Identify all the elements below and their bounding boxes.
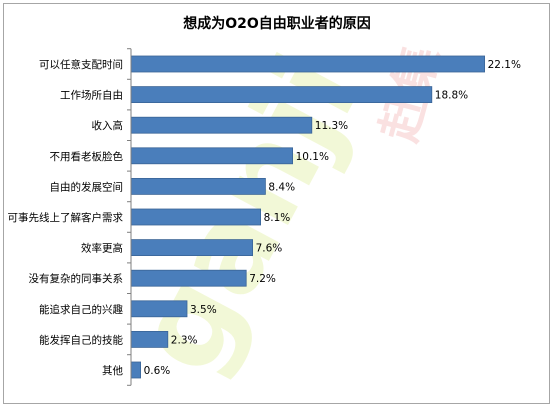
category-label: 能追求自己的兴趣 — [39, 303, 123, 316]
data-label: 0.6% — [144, 365, 171, 377]
bar — [130, 177, 266, 195]
data-label: 22.1% — [488, 59, 521, 71]
plot-area: 可以任意支配时间 22.1% 工作场所自由 18.8% 收入高 11.3% 不用看老板脸色 1… — [8, 48, 521, 386]
data-label: 7.6% — [256, 243, 283, 255]
data-label: 3.5% — [190, 304, 217, 316]
category-label: 效率更高 — [81, 242, 123, 255]
bar — [130, 300, 188, 318]
data-label: 7.2% — [249, 273, 276, 285]
bar — [130, 361, 142, 379]
bar — [130, 269, 247, 287]
category-label: 没有复杂的同事关系 — [29, 272, 124, 285]
bar — [130, 208, 262, 226]
data-label: 8.1% — [264, 212, 291, 224]
data-label: 18.8% — [435, 90, 468, 102]
category-label: 其他 — [102, 364, 123, 377]
category-label: 工作场所自由 — [60, 89, 123, 102]
category-label: 能发挥自己的技能 — [39, 333, 123, 346]
data-label: 2.3% — [171, 334, 198, 346]
bar — [130, 330, 169, 348]
category-label: 收入高 — [92, 119, 124, 132]
data-label: 10.1% — [296, 151, 329, 163]
bar — [130, 86, 433, 103]
category-label: 自由的发展空间 — [50, 180, 124, 193]
category-label: 不用看老板脸色 — [50, 150, 124, 163]
data-label: 11.3% — [315, 120, 348, 132]
bar — [130, 147, 294, 165]
category-label: 可以任意支配时间 — [39, 58, 123, 71]
bar — [130, 116, 313, 134]
data-label: 8.4% — [268, 181, 295, 193]
chart-title: 想成为O2O自由职业者的原因 — [182, 15, 371, 32]
bar — [130, 55, 486, 73]
bar — [130, 239, 253, 257]
category-label: 可事先线上了解客户需求 — [8, 211, 124, 224]
